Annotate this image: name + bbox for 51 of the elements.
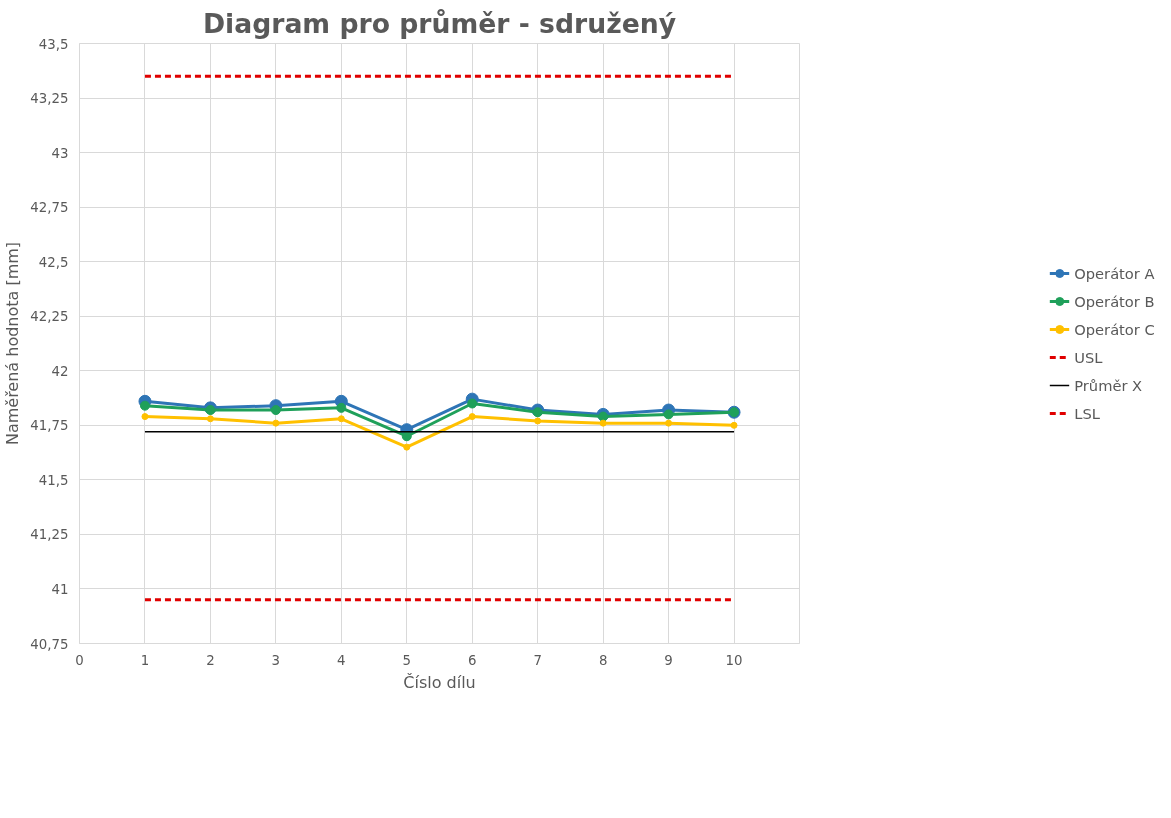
x-tick-label: 3 [271,652,281,668]
x-axis-title: Číslo dílu [403,672,476,692]
legend-label: Operátor B [1074,292,1155,310]
y-tick-label: 42,25 [30,309,69,325]
point [403,443,411,451]
legend-label: Operátor C [1074,320,1155,338]
point [272,419,280,427]
point [730,421,738,429]
point [532,407,543,418]
point [467,398,478,409]
point [665,419,673,427]
point [534,417,542,425]
point [205,405,216,416]
point [401,431,412,442]
x-tick-label: 9 [664,652,673,668]
y-tick-label: 43,25 [30,91,69,107]
x-tick-label: 6 [467,652,477,668]
y-tick-label: 41 [51,581,69,597]
y-axis-title: Naměřená hodnota [mm] [3,241,23,446]
legend-label: USL [1074,348,1103,366]
chart-title: Diagram pro průměr - sdružený [202,7,677,39]
y-tick-label: 40,75 [30,636,69,652]
point [663,409,674,420]
point [598,411,609,422]
point [141,413,149,421]
x-tick-label: 5 [402,652,412,668]
point [206,415,214,423]
legend-label: LSL [1074,404,1100,422]
point [139,400,150,411]
x-tick-label: 7 [533,652,542,668]
y-tick-label: 43,5 [38,36,69,52]
x-tick-label: 0 [75,652,84,668]
point [337,415,345,423]
y-tick-label: 41,5 [38,472,69,488]
y-tick-label: 42,5 [38,254,69,270]
point [599,419,607,427]
legend-label: Operátor A [1074,264,1155,282]
x-tick-label: 8 [598,652,608,668]
x-tick-label: 4 [337,652,346,668]
point [270,405,281,416]
x-tick-label: 2 [206,652,215,668]
x-tick-label: 10 [725,652,743,668]
y-tick-label: 41,25 [30,527,69,543]
point [468,413,476,421]
legend-label: Průměr X [1074,376,1143,394]
y-tick-label: 42,75 [30,200,69,216]
y-tick-label: 42 [51,363,69,379]
point [336,402,347,413]
x-tick-label: 1 [140,652,150,668]
y-tick-label: 41,75 [30,418,69,434]
y-tick-label: 43 [51,145,69,161]
